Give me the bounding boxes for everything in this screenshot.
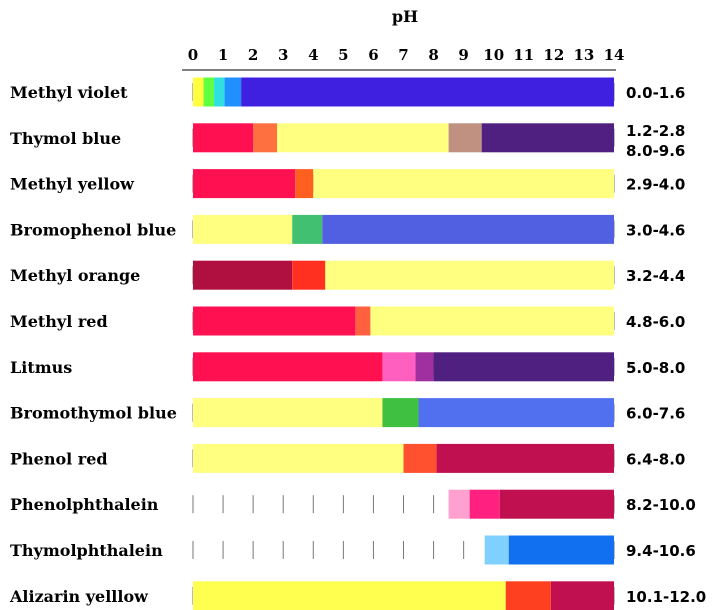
color-segment [505,581,551,610]
color-segment [499,489,614,519]
color-segment [292,214,323,244]
indicator-row: Litmus 5.0-8.0 [10,352,685,382]
color-segment [193,398,383,428]
color-segment [295,169,314,199]
tick-label: 12 [543,46,564,64]
indicator-row: Methyl violet 0.0-1.6 [10,77,685,107]
range-label: 5.0-8.0 [626,359,685,377]
tick-label: 0 [188,46,198,64]
color-segment [224,77,242,107]
color-segment [418,398,614,428]
range-label: 3.0-4.6 [626,221,685,239]
indicator-name: Methyl yellow [10,175,135,194]
color-segment [203,77,215,107]
tick-label: 3 [278,46,288,64]
range-label: 2.9-4.0 [626,176,685,194]
color-segment [313,169,614,199]
color-segment [481,123,614,153]
range-label: 1.2-2.8 [626,122,685,140]
indicator-row: Methyl orange 3.2-4.4 [10,260,685,290]
color-segment [325,260,614,290]
color-segment [193,214,293,244]
tick-label: 10 [483,46,504,64]
indicator-name: Phenol red [10,449,108,468]
tick-label: 13 [573,46,594,64]
tick-label: 8 [428,46,438,64]
indicator-row: Phenol red 6.4-8.0 [10,443,685,473]
tick-label: 6 [368,46,378,64]
color-segment [448,123,482,153]
range-label: 3.2-4.4 [626,267,685,285]
color-segment [292,260,326,290]
range-label: 8.2-10.0 [626,496,696,514]
indicator-name: Bromophenol blue [10,220,176,239]
indicator-row: Alizarin yelllow 10.1-12.0 [9,581,706,610]
color-segment [241,77,614,107]
tick-label: 11 [513,46,534,64]
indicator-name: Methyl violet [10,83,128,102]
range-label: 4.8-6.0 [626,313,685,331]
indicator-name: Thymol blue [10,129,121,148]
tick-label: 4 [308,46,318,64]
range-label: 9.4-10.6 [626,542,696,560]
tick-label: 9 [458,46,468,64]
indicator-row: Bromophenol blue 3.0-4.6 [10,214,685,244]
color-segment [214,77,225,107]
tick-label: 14 [604,46,625,64]
tick-label: 7 [398,46,408,64]
color-segment [382,352,416,382]
color-segment [193,581,506,610]
color-segment [436,443,614,473]
grid [192,83,615,605]
range-label: 0.0-1.6 [626,84,685,102]
range-label: 6.4-8.0 [626,450,685,468]
color-segment [193,352,383,382]
color-segment [277,123,449,153]
indicator-row: Methyl red 4.8-6.0 [10,306,685,336]
indicator-name: Bromothymol blue [10,404,177,423]
tick-label: 5 [338,46,348,64]
color-segment [193,123,254,153]
indicator-row: Methyl yellow 2.9-4.0 [10,169,685,199]
x-axis: 0 1 2 3 4 5 6 7 8 9 10 11 12 13 14 [182,46,625,71]
color-segment [355,306,371,336]
range-label: 10.1-12.0 [626,588,706,606]
color-segment [415,352,434,382]
color-segment [193,77,204,107]
color-segment [193,443,404,473]
indicator-name: Methyl red [10,312,108,331]
color-segment [322,214,614,244]
indicator-name: Thymolphthalein [10,541,163,560]
indicator-name: Methyl orange [10,266,140,285]
color-segment [193,306,356,336]
color-segment [403,443,437,473]
color-segment [469,489,500,519]
range-label: 6.0-7.6 [626,405,685,423]
tick-label: 1 [218,46,228,64]
indicator-name: Litmus [10,358,72,377]
indicator-rows: Methyl violet 0.0-1.6 Thymol blue 1.2-2.8 8.… [9,77,706,610]
color-segment [370,306,614,336]
color-segment [484,535,509,565]
color-segment [193,169,296,199]
color-segment [448,489,470,519]
indicator-row: Bromothymol blue 6.0-7.6 [10,398,685,428]
indicator-name: Phenolphthalein [10,495,159,514]
chart-title: pH [392,7,418,26]
color-segment [550,581,614,610]
color-segment [433,352,614,382]
range-label: 8.0-9.6 [626,142,685,160]
indicator-row: Thymolphthalein 9.4-10.6 [10,535,696,565]
indicator-row: Thymol blue 1.2-2.8 8.0-9.6 [10,122,685,160]
color-segment [193,260,293,290]
color-segment [253,123,278,153]
tick-label: 2 [248,46,258,64]
indicator-row: Phenolphthalein 8.2-10.0 [10,489,696,519]
indicator-name: Alizarin yelllow [9,587,149,606]
color-segment [508,535,614,565]
color-segment [382,398,419,428]
